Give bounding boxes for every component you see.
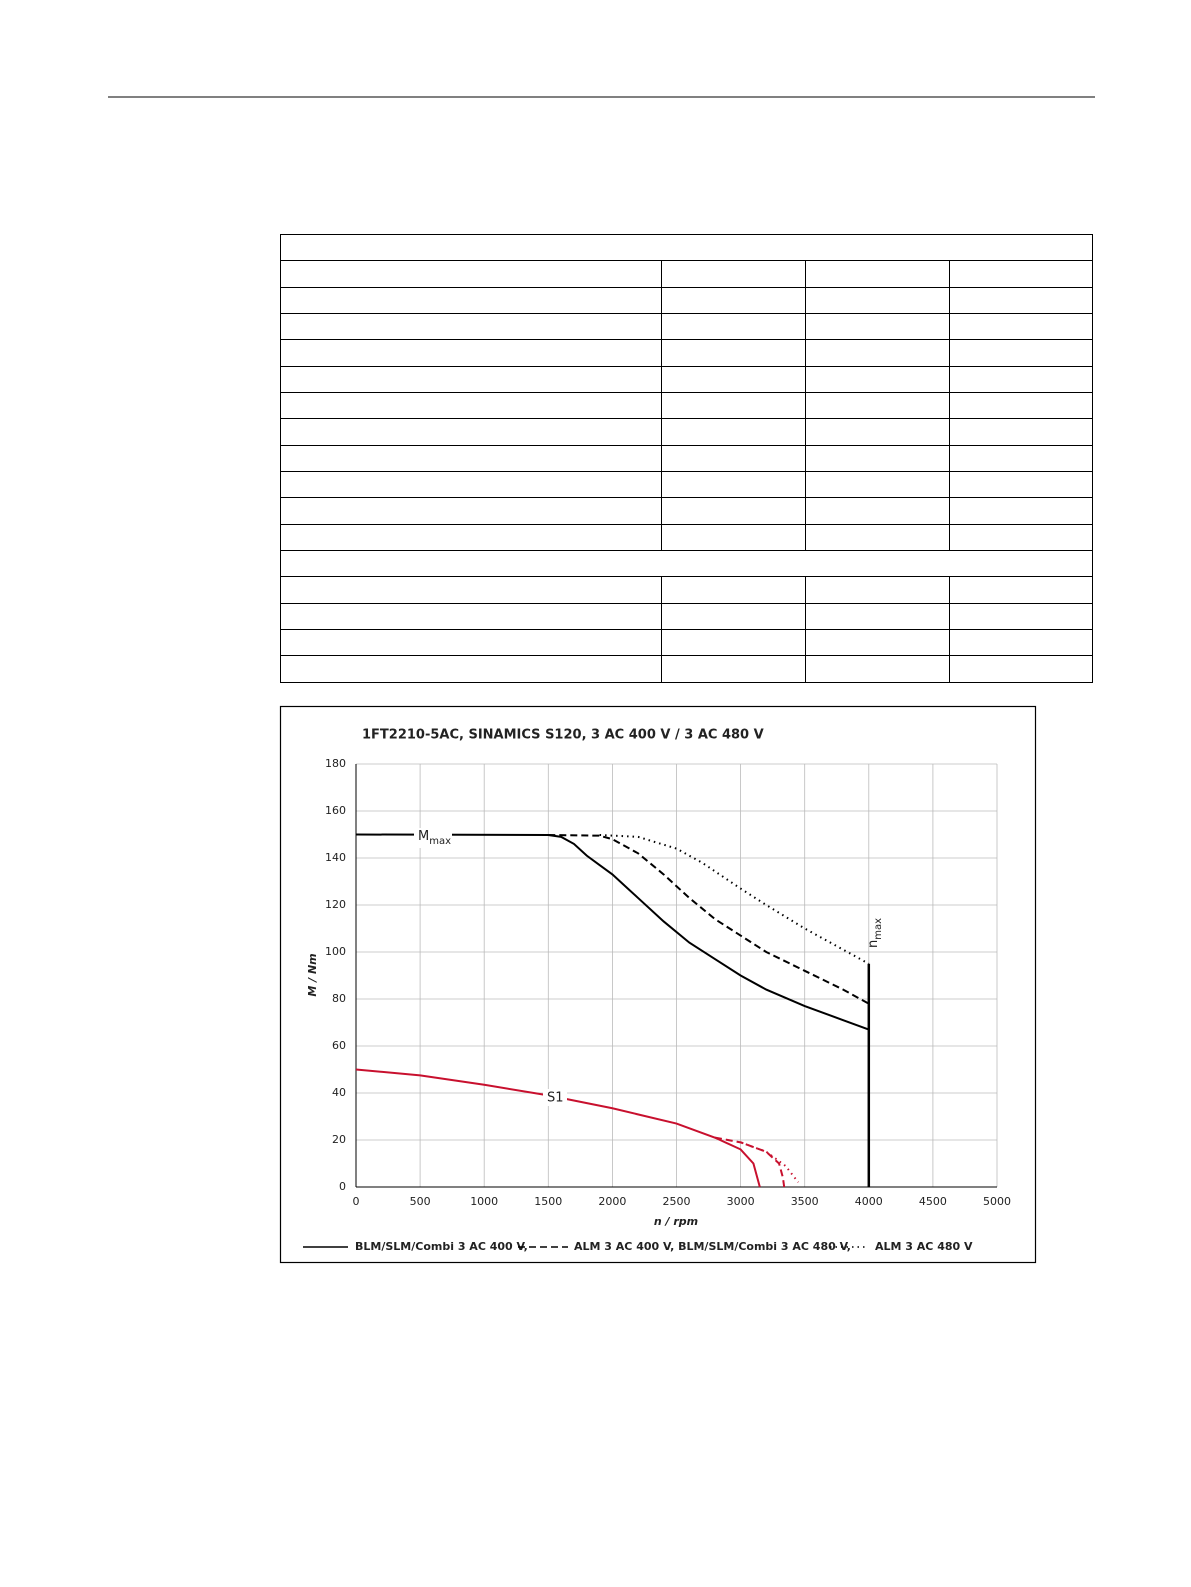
annotation-subscript: max xyxy=(873,918,884,940)
annotation-text: M xyxy=(418,829,429,844)
annotation: nmax xyxy=(866,918,885,948)
y-tick-label: 60 xyxy=(332,1039,346,1052)
label-bg xyxy=(414,828,452,848)
legend-label: BLM/SLM/Combi 3 AC 400 V, xyxy=(355,1240,528,1253)
series-line xyxy=(599,833,870,965)
x-tick-label: 4000 xyxy=(855,1195,883,1208)
x-tick-label: 1000 xyxy=(470,1195,498,1208)
chart-title: 1FT2210-5AC, SINAMICS S120, 3 AC 400 V /… xyxy=(362,728,764,743)
y-tick-label: 40 xyxy=(332,1086,346,1099)
y-tick-label: 160 xyxy=(325,804,346,817)
chart-frame xyxy=(279,705,1037,1264)
y-axis-label: M / Nm xyxy=(306,953,319,996)
y-tick-label: 140 xyxy=(325,851,346,864)
annotation-text: n xyxy=(866,940,881,948)
series-line xyxy=(355,1068,761,1188)
x-tick-label: 5000 xyxy=(983,1195,1011,1208)
x-tick-label: 1500 xyxy=(534,1195,562,1208)
legend-label: ALM 3 AC 400 V, BLM/SLM/Combi 3 AC 480 V… xyxy=(574,1240,851,1253)
x-tick-label: 2000 xyxy=(598,1195,626,1208)
series-line xyxy=(355,833,870,1031)
y-tick-label: 80 xyxy=(332,992,346,1005)
y-tick-label: 120 xyxy=(325,898,346,911)
x-tick-label: 2500 xyxy=(663,1195,691,1208)
x-tick-label: 500 xyxy=(410,1195,431,1208)
series-line xyxy=(548,833,870,1005)
x-tick-label: 3000 xyxy=(727,1195,755,1208)
x-axis-label: n / rpm xyxy=(654,1215,698,1228)
table-border xyxy=(280,234,1093,683)
annotation: S1 xyxy=(547,1091,564,1106)
table xyxy=(280,234,1093,683)
legend-label: ALM 3 AC 480 V xyxy=(875,1240,973,1253)
annotation-subscript: max xyxy=(429,836,451,847)
x-tick-label: 0 xyxy=(353,1195,360,1208)
y-tick-label: 20 xyxy=(332,1133,346,1146)
x-tick-label: 4500 xyxy=(919,1195,947,1208)
y-tick-label: 180 xyxy=(325,757,346,770)
label-bg xyxy=(543,1089,567,1106)
y-tick-label: 0 xyxy=(339,1180,346,1193)
annotation: Mmax xyxy=(418,829,451,848)
series-line xyxy=(740,1141,800,1183)
x-tick-label: 3500 xyxy=(791,1195,819,1208)
y-tick-label: 100 xyxy=(325,945,346,958)
